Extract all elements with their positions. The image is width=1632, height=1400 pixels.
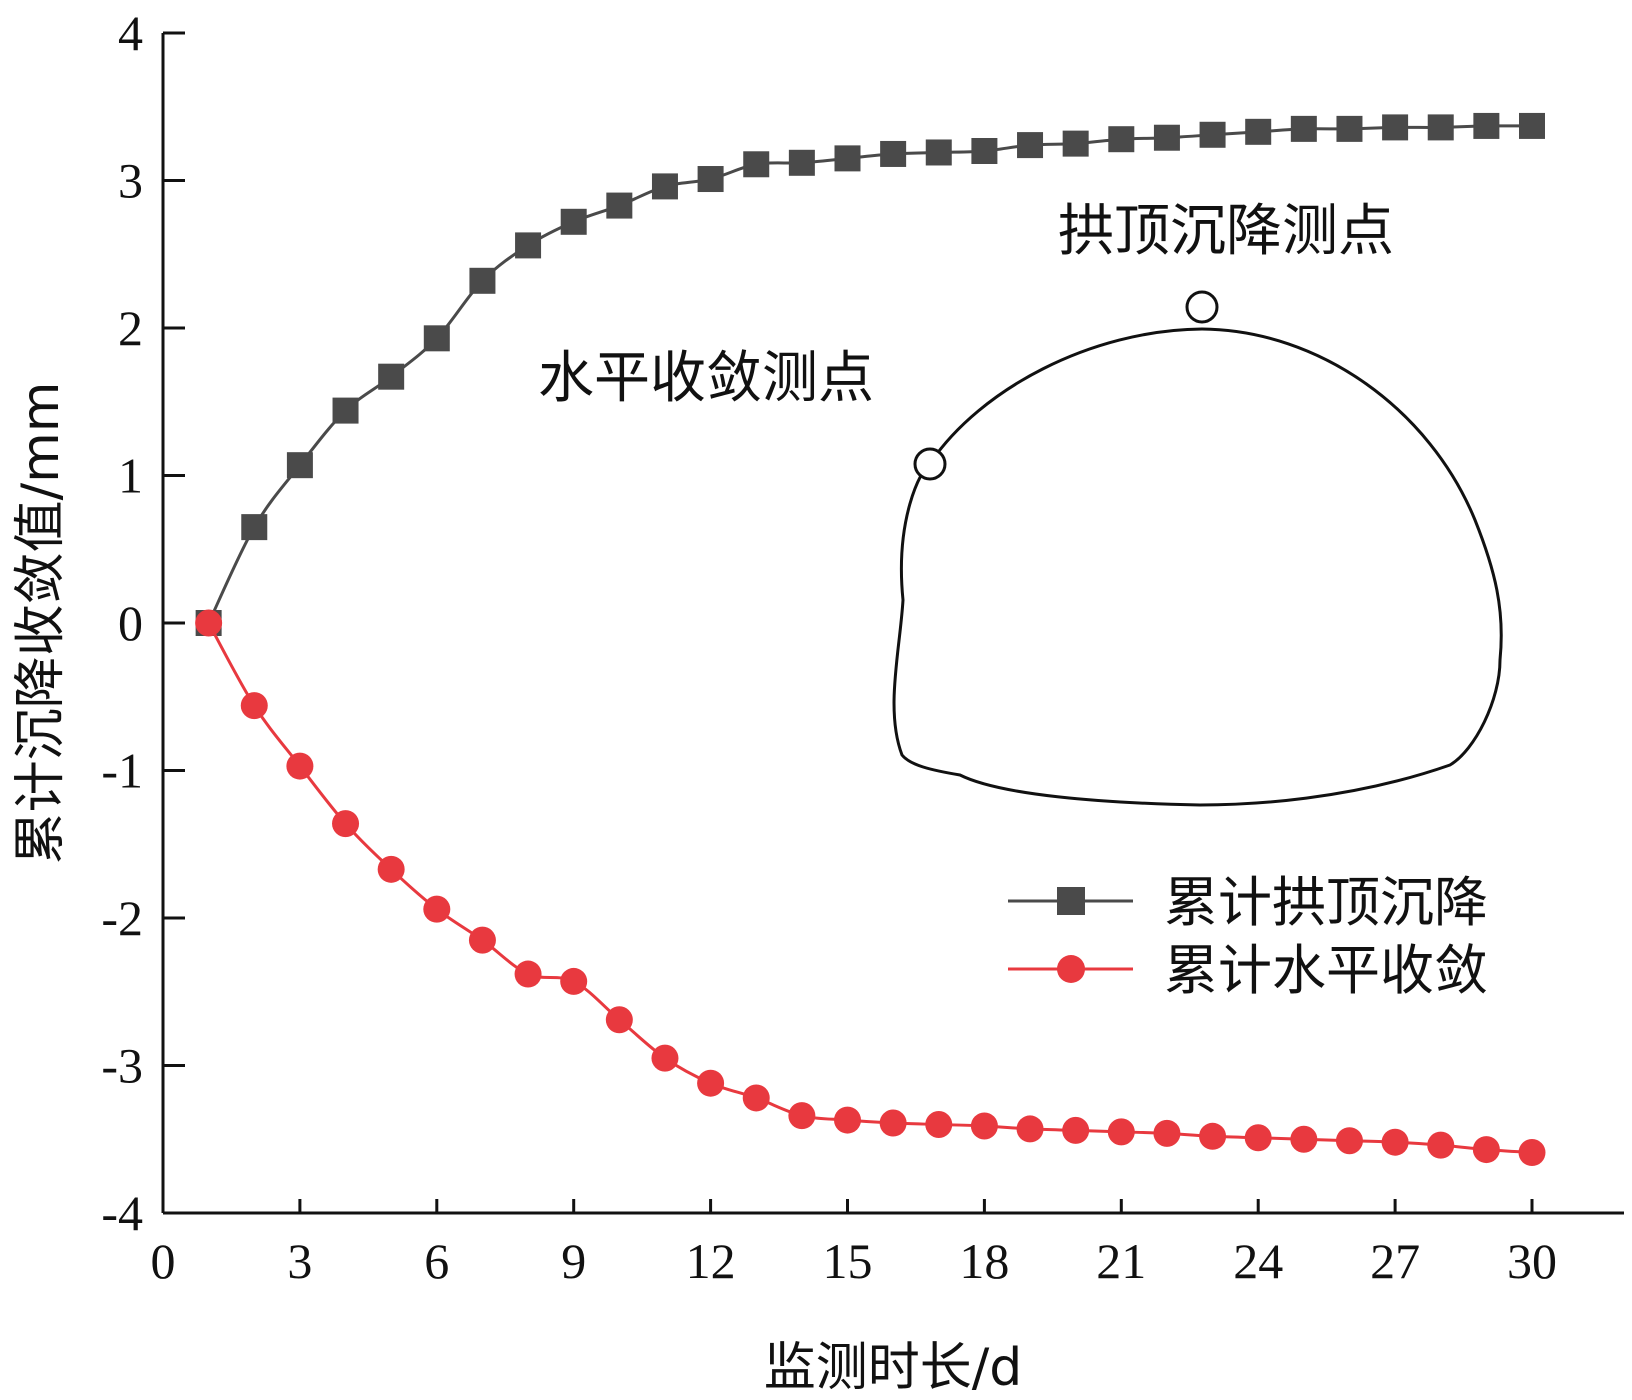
data-point-square — [971, 138, 998, 164]
data-point-square — [423, 325, 450, 352]
data-point-square — [241, 514, 268, 541]
data-point-circle — [788, 1102, 816, 1130]
x-tick-label: 6 — [424, 1233, 449, 1289]
data-point-circle — [195, 609, 223, 637]
x-tick-label: 18 — [959, 1233, 1009, 1289]
tunnel-cross-section: 拱顶沉降测点 水平收敛测点 — [538, 199, 1503, 807]
data-point-circle — [879, 1109, 907, 1137]
data-point-square — [1336, 115, 1363, 142]
series-layer — [195, 112, 1546, 1167]
data-point-circle — [1472, 1136, 1500, 1164]
data-point-circle — [970, 1112, 998, 1140]
x-axis-title: 监测时长/d — [764, 1338, 1023, 1398]
tunnel-outline — [892, 327, 1503, 807]
data-point-square — [1519, 112, 1545, 139]
y-tick-label: 0 — [118, 595, 143, 651]
crown-measure-point-label: 拱顶沉降测点 — [1058, 199, 1394, 264]
data-point-square — [1382, 114, 1409, 141]
horizontal-measure-point-label: 水平收敛测点 — [538, 346, 874, 411]
x-tick-label: 27 — [1370, 1233, 1420, 1289]
data-point-square — [925, 139, 952, 166]
legend-label-series-1: 累计拱顶沉降 — [1164, 871, 1488, 934]
y-tick-label: 1 — [118, 448, 143, 504]
x-tick-label: 24 — [1233, 1233, 1283, 1289]
data-point-square — [332, 397, 359, 424]
data-point-circle — [1290, 1125, 1318, 1153]
data-point-square — [1062, 130, 1089, 157]
data-point-circle — [240, 692, 268, 720]
data-point-square — [697, 166, 724, 193]
horizontal-measure-point-marker — [913, 447, 947, 481]
data-point-circle — [1427, 1131, 1455, 1159]
data-point-circle — [1016, 1115, 1044, 1143]
axes — [161, 33, 1624, 1215]
data-point-circle — [834, 1106, 861, 1134]
data-point-circle — [1381, 1128, 1409, 1156]
y-tick-label: 2 — [118, 300, 143, 356]
data-point-circle — [1335, 1127, 1363, 1155]
data-point-circle — [286, 752, 314, 780]
y-tick-label: -2 — [101, 890, 143, 946]
y-tick-label: -1 — [101, 743, 143, 799]
data-point-circle — [468, 926, 496, 954]
crown-measure-point-marker — [1185, 290, 1219, 324]
data-point-circle — [651, 1044, 679, 1072]
x-tick-label: 9 — [561, 1233, 586, 1289]
data-point-circle — [742, 1084, 770, 1112]
data-point-square — [1153, 124, 1180, 151]
data-point-square — [834, 145, 861, 172]
data-point-circle — [1062, 1116, 1090, 1144]
x-tick-label: 30 — [1507, 1233, 1557, 1289]
data-point-circle — [1518, 1139, 1546, 1167]
data-point-square — [1473, 112, 1500, 139]
data-point-square — [1017, 132, 1044, 159]
y-tick-label: 4 — [118, 5, 143, 61]
data-point-square — [606, 192, 633, 219]
y-tick-label: 3 — [118, 153, 143, 209]
data-point-square — [1427, 114, 1454, 141]
data-point-square — [788, 149, 815, 176]
data-point-circle — [423, 895, 451, 923]
data-point-square — [1199, 121, 1226, 148]
data-point-square — [560, 208, 587, 235]
data-point-circle — [514, 960, 542, 988]
y-tick-label: -3 — [101, 1038, 143, 1094]
data-point-circle — [332, 810, 360, 838]
data-point-square — [1245, 118, 1272, 145]
x-tick-label: 12 — [686, 1233, 736, 1289]
y-tick-label: -4 — [101, 1185, 143, 1241]
x-tick-label: 21 — [1096, 1233, 1146, 1289]
data-point-circle — [925, 1111, 953, 1138]
data-point-circle — [560, 967, 588, 995]
x-tick-label: 0 — [151, 1233, 176, 1289]
data-point-circle — [697, 1069, 725, 1097]
x-tick-label: 3 — [287, 1233, 312, 1289]
legend-marker-square — [1057, 887, 1085, 915]
x-ticks: 0 3 6 9 12 15 18 21 24 27 30 — [151, 1199, 1557, 1289]
legend-marker-circle — [1057, 955, 1085, 983]
data-point-circle — [1107, 1118, 1135, 1146]
data-point-circle — [1153, 1119, 1181, 1147]
legend-label-series-2: 累计水平收敛 — [1164, 939, 1488, 1002]
data-point-square — [286, 452, 313, 479]
data-point-square — [378, 363, 405, 390]
data-point-square — [469, 267, 496, 294]
data-point-circle — [605, 1006, 633, 1034]
data-point-square — [1108, 126, 1135, 153]
data-point-square — [515, 232, 542, 259]
y-axis-title: 累计沉降收敛值/mm — [11, 382, 71, 865]
data-point-circle — [1199, 1122, 1227, 1150]
data-point-square — [880, 140, 907, 167]
data-point-square — [1290, 115, 1317, 142]
data-point-square — [743, 151, 770, 178]
data-point-circle — [377, 855, 405, 883]
x-tick-label: 15 — [823, 1233, 873, 1289]
legend: 累计拱顶沉降 累计水平收敛 — [1008, 871, 1488, 1002]
y-ticks: -4 -3 -2 -1 0 1 2 3 4 — [101, 5, 185, 1241]
data-point-square — [651, 173, 678, 200]
data-point-circle — [1244, 1124, 1272, 1152]
